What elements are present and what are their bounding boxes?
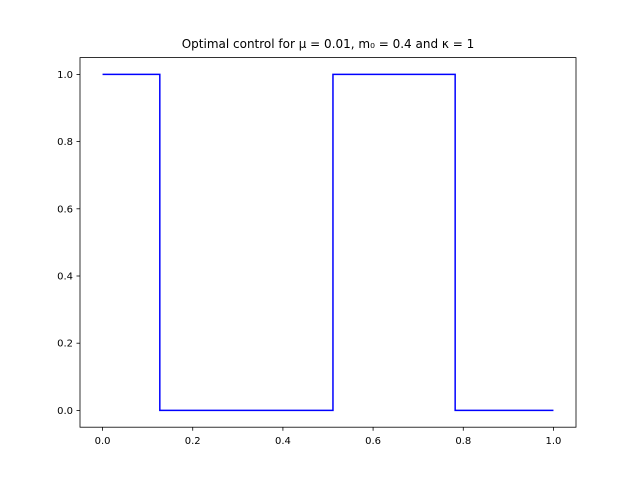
x-tick-label: 0.6 <box>365 436 381 447</box>
x-tick-label: 0.8 <box>455 436 471 447</box>
y-tick-label: 1.0 <box>57 70 73 81</box>
y-tick-label: 0.8 <box>57 137 73 148</box>
chart-title: Optimal control for μ = 0.01, m₀ = 0.4 a… <box>182 37 475 51</box>
x-tick-label: 0.4 <box>275 436 291 447</box>
x-tick-label: 0.2 <box>185 436 201 447</box>
x-tick-label: 1.0 <box>546 436 562 447</box>
y-tick-label: 0.4 <box>57 272 73 283</box>
plot-frame <box>79 57 577 428</box>
x-tick-label: 0.0 <box>95 436 111 447</box>
line-series <box>102 73 554 412</box>
y-tick-label: 0.0 <box>57 406 73 417</box>
y-tick-label: 0.2 <box>57 339 73 350</box>
y-tick-label: 0.6 <box>57 204 73 215</box>
